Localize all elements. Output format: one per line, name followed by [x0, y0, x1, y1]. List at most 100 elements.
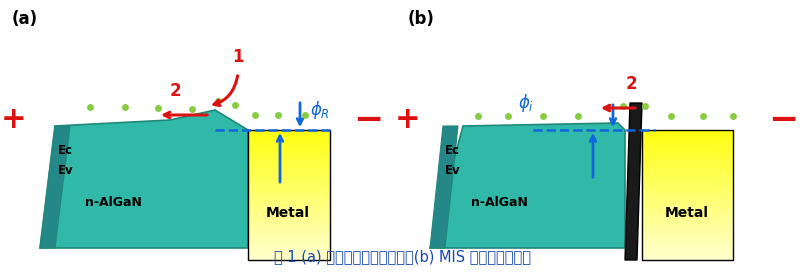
Polygon shape	[642, 224, 733, 227]
Text: Ev: Ev	[445, 163, 460, 177]
Polygon shape	[248, 143, 330, 146]
Polygon shape	[40, 126, 70, 248]
Text: Metal: Metal	[266, 206, 310, 220]
Polygon shape	[248, 221, 330, 224]
Text: n-AlGaN: n-AlGaN	[471, 197, 528, 210]
Polygon shape	[642, 237, 733, 240]
Polygon shape	[248, 254, 330, 257]
Text: (b): (b)	[408, 10, 435, 28]
Polygon shape	[248, 182, 330, 185]
Polygon shape	[430, 126, 458, 248]
Polygon shape	[642, 202, 733, 205]
Polygon shape	[642, 133, 733, 136]
Polygon shape	[248, 185, 330, 188]
Polygon shape	[248, 195, 330, 198]
Polygon shape	[642, 231, 733, 234]
Polygon shape	[642, 188, 733, 192]
Polygon shape	[642, 146, 733, 150]
Polygon shape	[248, 237, 330, 240]
Polygon shape	[248, 163, 330, 166]
Polygon shape	[642, 254, 733, 257]
Polygon shape	[642, 195, 733, 198]
Polygon shape	[642, 192, 733, 195]
Text: Ev: Ev	[58, 163, 73, 177]
Polygon shape	[248, 150, 330, 153]
Polygon shape	[642, 215, 733, 218]
Polygon shape	[642, 153, 733, 156]
Polygon shape	[642, 211, 733, 215]
Polygon shape	[248, 156, 330, 159]
Text: +: +	[395, 105, 421, 135]
Polygon shape	[248, 130, 330, 133]
Polygon shape	[248, 198, 330, 202]
Polygon shape	[248, 159, 330, 163]
Polygon shape	[642, 130, 733, 133]
Polygon shape	[248, 234, 330, 237]
Polygon shape	[642, 221, 733, 224]
Polygon shape	[642, 182, 733, 185]
Text: (a): (a)	[12, 10, 38, 28]
Polygon shape	[248, 188, 330, 192]
Polygon shape	[248, 244, 330, 247]
Polygon shape	[430, 123, 625, 248]
Text: 图 1 (a) 参考器件能带示意图；(b) MIS 结构能带示意图: 图 1 (a) 参考器件能带示意图；(b) MIS 结构能带示意图	[275, 249, 531, 264]
Polygon shape	[248, 231, 330, 234]
Polygon shape	[248, 136, 330, 140]
Text: 1: 1	[232, 48, 243, 66]
Text: −: −	[768, 103, 798, 137]
Polygon shape	[248, 146, 330, 150]
Text: Ec: Ec	[58, 143, 73, 157]
Polygon shape	[642, 143, 733, 146]
Polygon shape	[642, 208, 733, 211]
Text: 2: 2	[169, 82, 181, 100]
Polygon shape	[248, 208, 330, 211]
Polygon shape	[642, 247, 733, 250]
Polygon shape	[642, 150, 733, 153]
Polygon shape	[642, 166, 733, 169]
Polygon shape	[248, 240, 330, 244]
Polygon shape	[248, 192, 330, 195]
Polygon shape	[642, 234, 733, 237]
Polygon shape	[40, 110, 248, 248]
Polygon shape	[248, 257, 330, 260]
Polygon shape	[642, 218, 733, 221]
Text: +: +	[1, 105, 27, 135]
Polygon shape	[248, 166, 330, 169]
Polygon shape	[248, 169, 330, 172]
Polygon shape	[248, 133, 330, 136]
Polygon shape	[642, 179, 733, 182]
Text: Ec: Ec	[445, 143, 460, 157]
Polygon shape	[248, 179, 330, 182]
Polygon shape	[625, 103, 642, 260]
Polygon shape	[642, 185, 733, 188]
Polygon shape	[248, 172, 330, 175]
Polygon shape	[642, 163, 733, 166]
Text: $\phi_R$: $\phi_R$	[310, 99, 330, 121]
Text: 2: 2	[625, 75, 637, 93]
Polygon shape	[642, 156, 733, 159]
Polygon shape	[248, 140, 330, 143]
Text: $\phi_i$: $\phi_i$	[518, 92, 534, 114]
Polygon shape	[642, 198, 733, 202]
Polygon shape	[642, 175, 733, 179]
Polygon shape	[248, 218, 330, 221]
Polygon shape	[248, 250, 330, 254]
Text: Metal: Metal	[665, 206, 709, 220]
Polygon shape	[248, 227, 330, 231]
Polygon shape	[642, 172, 733, 175]
Text: n-AlGaN: n-AlGaN	[85, 197, 142, 210]
Polygon shape	[248, 153, 330, 156]
Polygon shape	[642, 205, 733, 208]
Polygon shape	[248, 175, 330, 179]
Polygon shape	[642, 159, 733, 163]
Polygon shape	[248, 247, 330, 250]
Polygon shape	[642, 136, 733, 140]
Text: −: −	[353, 103, 383, 137]
Polygon shape	[642, 244, 733, 247]
Polygon shape	[248, 224, 330, 227]
Polygon shape	[248, 202, 330, 205]
Polygon shape	[248, 215, 330, 218]
Polygon shape	[642, 257, 733, 260]
Polygon shape	[642, 169, 733, 172]
Polygon shape	[642, 240, 733, 244]
